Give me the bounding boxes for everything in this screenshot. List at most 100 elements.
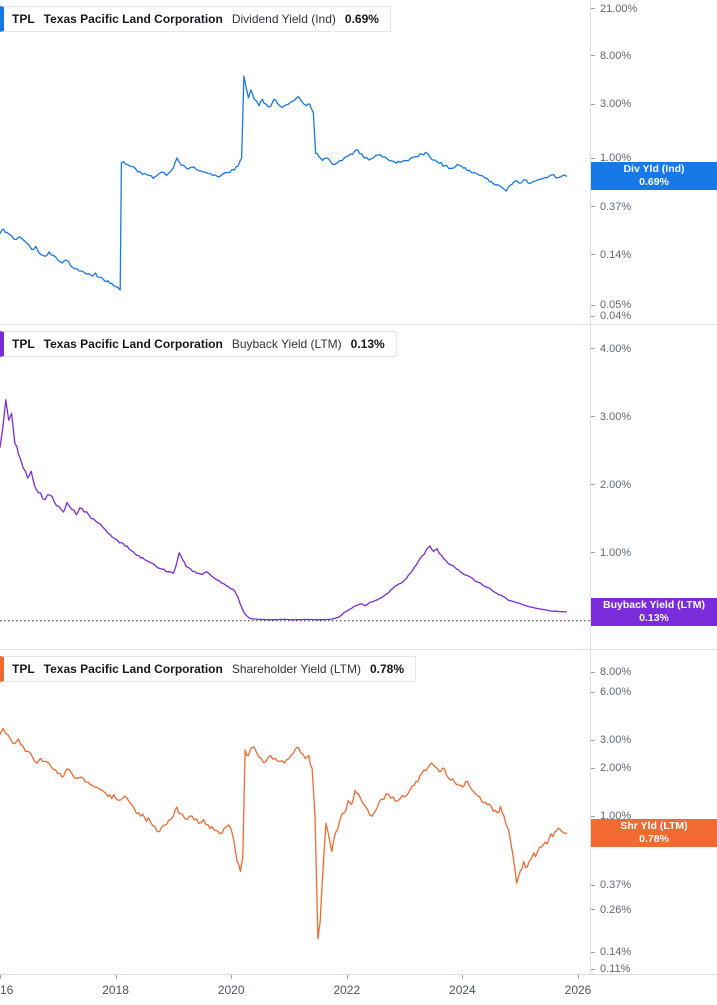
y-axis-tick-label: 8.00% — [600, 49, 632, 62]
y-axis-tick: 1.00% — [591, 152, 631, 164]
y-axis-tick: 0.14% — [591, 946, 631, 958]
y-axis-tick-mark — [591, 416, 595, 418]
y-axis-tick-mark — [591, 8, 595, 10]
y-axis-tick-label: 0.05% — [600, 299, 632, 311]
metric-value: 0.78% — [370, 662, 405, 676]
metric-name: Shareholder Yield (LTM) — [231, 662, 361, 676]
y-axis-tick-label: 1.00% — [600, 152, 632, 164]
y-axis-tick-label: 2.00% — [600, 762, 632, 775]
x-axis-year-label: 2024 — [449, 983, 476, 997]
shareholder-yield-last-value-badge: Shr Yld (LTM) 0.78% — [591, 819, 717, 847]
y-axis-tick: 0.04% — [591, 310, 631, 322]
ticker: TPL — [12, 12, 35, 26]
y-axis-tick: 4.00% — [591, 343, 631, 355]
badge-value: 0.13% — [639, 612, 669, 624]
y-axis-tick-mark — [591, 691, 595, 693]
buyback-yield-series-line — [0, 399, 568, 621]
ticker: TPL — [12, 662, 35, 676]
shareholder-yield-series-line — [0, 727, 568, 940]
chart-panel-shareholder-yield: 8.00%6.00%3.00%2.00%1.00%0.69%0.37%0.26%… — [0, 650, 717, 975]
metric-value: 0.69% — [344, 12, 379, 26]
y-axis-tick-label: 3.00% — [600, 98, 632, 111]
y-axis-tick-label: 4.00% — [600, 342, 632, 355]
y-axis-tick: 8.00% — [591, 50, 631, 62]
x-axis-tick-mark — [231, 975, 233, 979]
shareholder-yield-line-chart[interactable] — [0, 650, 590, 975]
y-axis-tick-mark — [591, 884, 595, 886]
dividend-yield-series-line — [0, 75, 568, 291]
y-axis-tick-mark — [591, 315, 595, 317]
metric-name: Dividend Yield (Ind) — [231, 12, 336, 26]
y-axis-tick-mark — [591, 968, 595, 970]
y-axis-tick-label: 8.00% — [600, 666, 632, 679]
x-axis-year-label: 2020 — [217, 983, 245, 997]
y-axis-tick-label: 2.00% — [600, 478, 632, 491]
shareholder-yield-legend[interactable]: TPL Texas Pacific Land Corporation Share… — [0, 656, 417, 682]
y-axis-tick-label: 21.00% — [600, 2, 638, 15]
metric-value: 0.13% — [350, 337, 385, 351]
y-axis-tick-mark — [591, 484, 595, 486]
badge-label: Div Yld (Ind) — [623, 163, 685, 175]
badge-label: Shr Yld (LTM) — [620, 820, 688, 832]
y-axis-tick-mark — [591, 103, 595, 105]
y-axis-tick-label: 0.14% — [600, 946, 632, 959]
x-axis-tick-mark — [0, 975, 1, 979]
y-axis-tick-mark — [591, 671, 595, 673]
y-axis-tick-mark — [591, 909, 595, 910]
y-axis-tick: 0.14% — [591, 249, 631, 261]
y-axis-tick: 0.05% — [591, 299, 631, 311]
y-axis-tick-mark — [591, 206, 595, 208]
y-axis-tick: 21.00% — [591, 3, 637, 15]
y-axis-tick-mark — [591, 815, 595, 817]
y-axis-tick: 2.00% — [591, 762, 631, 774]
y-axis-tick: 0.37% — [591, 879, 631, 891]
y-axis-tick-label: 0.37% — [600, 200, 632, 213]
y-axis-tick-mark — [591, 739, 595, 741]
y-axis-tick: 0.37% — [591, 201, 631, 213]
x-axis-tick-mark — [578, 975, 579, 979]
y-axis-tick-mark — [591, 55, 595, 57]
y-axis-tick-label: 0.37% — [600, 879, 632, 891]
badge-label: Buyback Yield (LTM) — [603, 599, 705, 611]
dividend-yield-last-value-badge: Div Yld (Ind) 0.69% — [591, 162, 717, 190]
x-axis-year-label: 2022 — [333, 983, 361, 997]
x-axis-year-label: 2026 — [564, 983, 592, 997]
y-axis-tick-label: 0.11% — [600, 963, 631, 976]
buyback-yield-legend[interactable]: TPL Texas Pacific Land Corporation Buyba… — [0, 331, 397, 357]
y-axis-tick-mark — [591, 157, 595, 159]
y-axis-tick-mark — [591, 552, 595, 554]
dividend-yield-y-axis[interactable]: 21.00% 8.00% 3.00% 1.00% 0.37% 0.14% 0.05% 0.04… — [590, 0, 717, 324]
dividend-yield-line-chart[interactable] — [0, 0, 590, 325]
y-axis-tick-mark — [591, 767, 595, 769]
buyback-yield-line-chart[interactable] — [0, 325, 590, 650]
y-axis-tick: 3.00% — [591, 98, 631, 110]
y-axis-tick-mark — [591, 951, 595, 953]
y-axis-tick-label: 0.14% — [600, 248, 632, 261]
x-axis-tick-mark — [115, 975, 117, 979]
ticker: TPL — [12, 337, 35, 351]
y-axis-tick-label: 0.04% — [600, 310, 632, 322]
y-axis-tick-mark — [591, 304, 595, 306]
y-axis-tick: 6.00% — [591, 686, 631, 698]
y-axis-tick-label: 3.00% — [600, 410, 632, 423]
metric-name: Buyback Yield (LTM) — [231, 337, 342, 351]
y-axis-tick: 0.11% — [591, 963, 630, 975]
company-name: Texas Pacific Land Corporation — [43, 12, 223, 26]
company-name: Texas Pacific Land Corporation — [43, 337, 223, 351]
chart-panel-buyback-yield: 4.00%3.00%2.00%1.00%0.00% TPL Texas Paci… — [0, 325, 717, 650]
y-axis-tick: 8.00% — [591, 666, 631, 678]
shareholder-yield-y-axis[interactable]: 8.00%6.00%3.00%2.00%1.00%0.69%0.37%0.26%… — [590, 650, 717, 975]
dividend-yield-legend[interactable]: TPL Texas Pacific Land Corporation Divid… — [0, 6, 391, 32]
y-axis-tick-label: 1.00% — [600, 546, 632, 559]
buyback-yield-last-value-badge: Buyback Yield (LTM) 0.13% — [591, 598, 717, 626]
y-axis-tick-label: 0.26% — [600, 903, 632, 916]
badge-value: 0.69% — [639, 176, 669, 188]
y-axis-tick: 3.00% — [591, 734, 631, 746]
company-name: Texas Pacific Land Corporation — [43, 662, 223, 676]
x-axis-tick-mark — [346, 975, 348, 979]
badge-value: 0.78% — [639, 833, 669, 845]
y-axis-tick-mark — [591, 348, 595, 350]
y-axis-tick-mark — [591, 254, 595, 255]
x-axis[interactable]: 2016 2018 2020 2022 2024 2026 — [0, 975, 717, 1005]
y-axis-tick: 1.00% — [591, 547, 631, 559]
